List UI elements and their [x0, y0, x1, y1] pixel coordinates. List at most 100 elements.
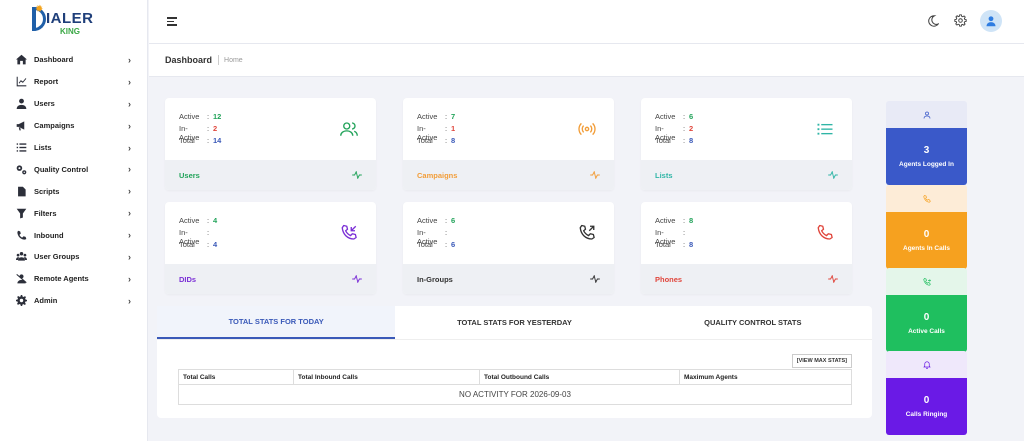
campaigns-card-footer[interactable]: Campaigns	[403, 160, 614, 190]
active-label: Active	[179, 216, 200, 225]
chevron-right-icon: ›	[128, 164, 131, 175]
sidebar-item-label: Users	[34, 99, 55, 109]
sidebar-item-label: Campaigns	[34, 121, 75, 131]
sidebar-item-label: Inbound	[34, 230, 64, 240]
sidebar-item-lists[interactable]: Lists ›	[0, 137, 147, 159]
activity-icon	[352, 275, 362, 283]
phones-card-footer[interactable]: Phones	[641, 264, 852, 294]
sidebar-item-filters[interactable]: Filters ›	[0, 202, 147, 224]
logo-text: IALER	[46, 10, 94, 27]
users-card-footer[interactable]: Users	[165, 160, 376, 190]
chevron-right-icon: ›	[128, 208, 131, 219]
card-title: In-Groups	[417, 274, 453, 284]
inactive-label: In-Active	[417, 228, 438, 246]
phone-icon	[817, 224, 833, 240]
view-max-stats-button[interactable]: [VIEW MAX STATS]	[791, 354, 852, 368]
table-row: NO ACTIVITY FOR 2026-09-03	[178, 384, 852, 405]
stats-panel: TOTAL STATS FOR TODAY TOTAL STATS FOR YE…	[157, 306, 872, 418]
stats-table: Total Calls Total Inbound Calls Total Ou…	[178, 369, 852, 405]
settings-gear-icon[interactable]	[954, 14, 967, 27]
phone-forward-icon	[922, 277, 931, 286]
active-calls-widget[interactable]: 0 Active Calls	[886, 268, 967, 352]
active-label: Active	[655, 216, 676, 225]
agents-in-calls-count: 0	[923, 229, 930, 240]
bell-icon	[922, 360, 931, 369]
agents-logged-in-count: 3	[923, 145, 930, 156]
total-label: Total	[417, 136, 433, 145]
total-count: 8	[689, 240, 694, 249]
sidebar-item-quality-control[interactable]: Quality Control ›	[0, 158, 147, 180]
inactive-label: In-Active	[179, 228, 200, 246]
colon: :	[683, 240, 686, 249]
list-icon	[15, 142, 27, 154]
activity-icon	[590, 171, 600, 179]
inactive-label: In-Active	[179, 124, 200, 142]
dids-card-footer[interactable]: DIDs	[165, 264, 376, 294]
cogs-icon	[15, 163, 27, 175]
tab-yesterday-stats[interactable]: TOTAL STATS FOR YESTERDAY	[457, 318, 572, 327]
sidebar-nav: Dashboard › Report › Users › Campaigns ›…	[0, 49, 147, 312]
in-groups-card-footer[interactable]: In-Groups	[403, 264, 614, 294]
sidebar-item-campaigns[interactable]: Campaigns ›	[0, 115, 147, 137]
calls-ringing-widget[interactable]: 0 Calls Ringing	[886, 351, 967, 435]
colon: :	[683, 136, 686, 145]
megaphone-icon	[15, 120, 27, 132]
total-count: 8	[451, 136, 456, 145]
sidebar-item-admin[interactable]: Admin ›	[0, 290, 147, 312]
active-count: 8	[689, 216, 694, 225]
colon: :	[207, 124, 210, 133]
colon: :	[445, 124, 448, 133]
widget-header	[886, 101, 967, 128]
colon: :	[207, 112, 210, 121]
chevron-right-icon: ›	[128, 295, 131, 306]
agents-in-calls-widget[interactable]: 0 Agents In Calls	[886, 185, 967, 269]
breadcrumb-home-link[interactable]: Home	[224, 56, 243, 64]
sidebar-item-label: Scripts	[34, 186, 60, 196]
widget-header	[886, 351, 967, 378]
sidebar-item-label: Quality Control	[34, 164, 89, 174]
dialer-king-logo[interactable]: ✹ IALER KING	[0, 0, 147, 44]
column-header: Total Calls	[178, 369, 294, 385]
total-count: 14	[213, 136, 222, 145]
colon: :	[207, 228, 210, 237]
page-title: Dashboard	[165, 55, 220, 65]
campaigns-stat-card: Active:7 In-Active:1 Total:8 Campaigns	[403, 98, 614, 190]
table-header-row: Total Calls Total Inbound Calls Total Ou…	[178, 369, 852, 385]
tab-quality-control-stats[interactable]: QUALITY CONTROL STATS	[704, 318, 802, 327]
active-count: 6	[451, 216, 456, 225]
activity-icon	[590, 275, 600, 283]
sidebar-item-report[interactable]: Report ›	[0, 71, 147, 93]
sidebar-item-inbound[interactable]: Inbound ›	[0, 224, 147, 246]
sidebar-item-scripts[interactable]: Scripts ›	[0, 180, 147, 202]
sidebar-item-label: Filters	[34, 208, 57, 218]
list-icon	[817, 123, 833, 135]
sidebar-item-users[interactable]: Users ›	[0, 93, 147, 115]
user-slash-icon	[15, 273, 27, 285]
agents-in-calls-label: Agents In Calls	[903, 245, 950, 252]
agents-logged-in-widget[interactable]: 3 Agents Logged In	[886, 101, 967, 185]
active-label: Active	[179, 112, 200, 121]
active-calls-count: 0	[923, 312, 930, 323]
tab-today-stats[interactable]: TOTAL STATS FOR TODAY	[157, 306, 396, 339]
chevron-right-icon: ›	[128, 230, 131, 241]
logo-sun-icon: ✹	[35, 4, 44, 15]
sidebar-item-dashboard[interactable]: Dashboard ›	[0, 49, 147, 71]
user-avatar[interactable]	[980, 10, 1002, 32]
lists-card-footer[interactable]: Lists	[641, 160, 852, 190]
sidebar-item-label: Lists	[34, 143, 52, 152]
moon-icon[interactable]	[927, 15, 939, 27]
activity-icon	[352, 171, 362, 179]
sidebar-item-label: Remote Agents	[34, 274, 89, 284]
total-count: 4	[213, 240, 218, 249]
menu-toggle-icon[interactable]	[167, 17, 177, 28]
top-bar	[149, 0, 1024, 44]
inactive-label: In-Active	[655, 124, 676, 142]
sidebar-item-user-groups[interactable]: User Groups ›	[0, 246, 147, 268]
active-calls-label: Active Calls	[908, 328, 945, 335]
total-label: Total	[655, 136, 671, 145]
colon: :	[445, 216, 448, 225]
sidebar-item-remote-agents[interactable]: Remote Agents ›	[0, 268, 147, 290]
card-title: Campaigns	[417, 170, 458, 180]
inactive-label: In-Active	[655, 228, 676, 246]
filter-icon	[15, 207, 27, 219]
